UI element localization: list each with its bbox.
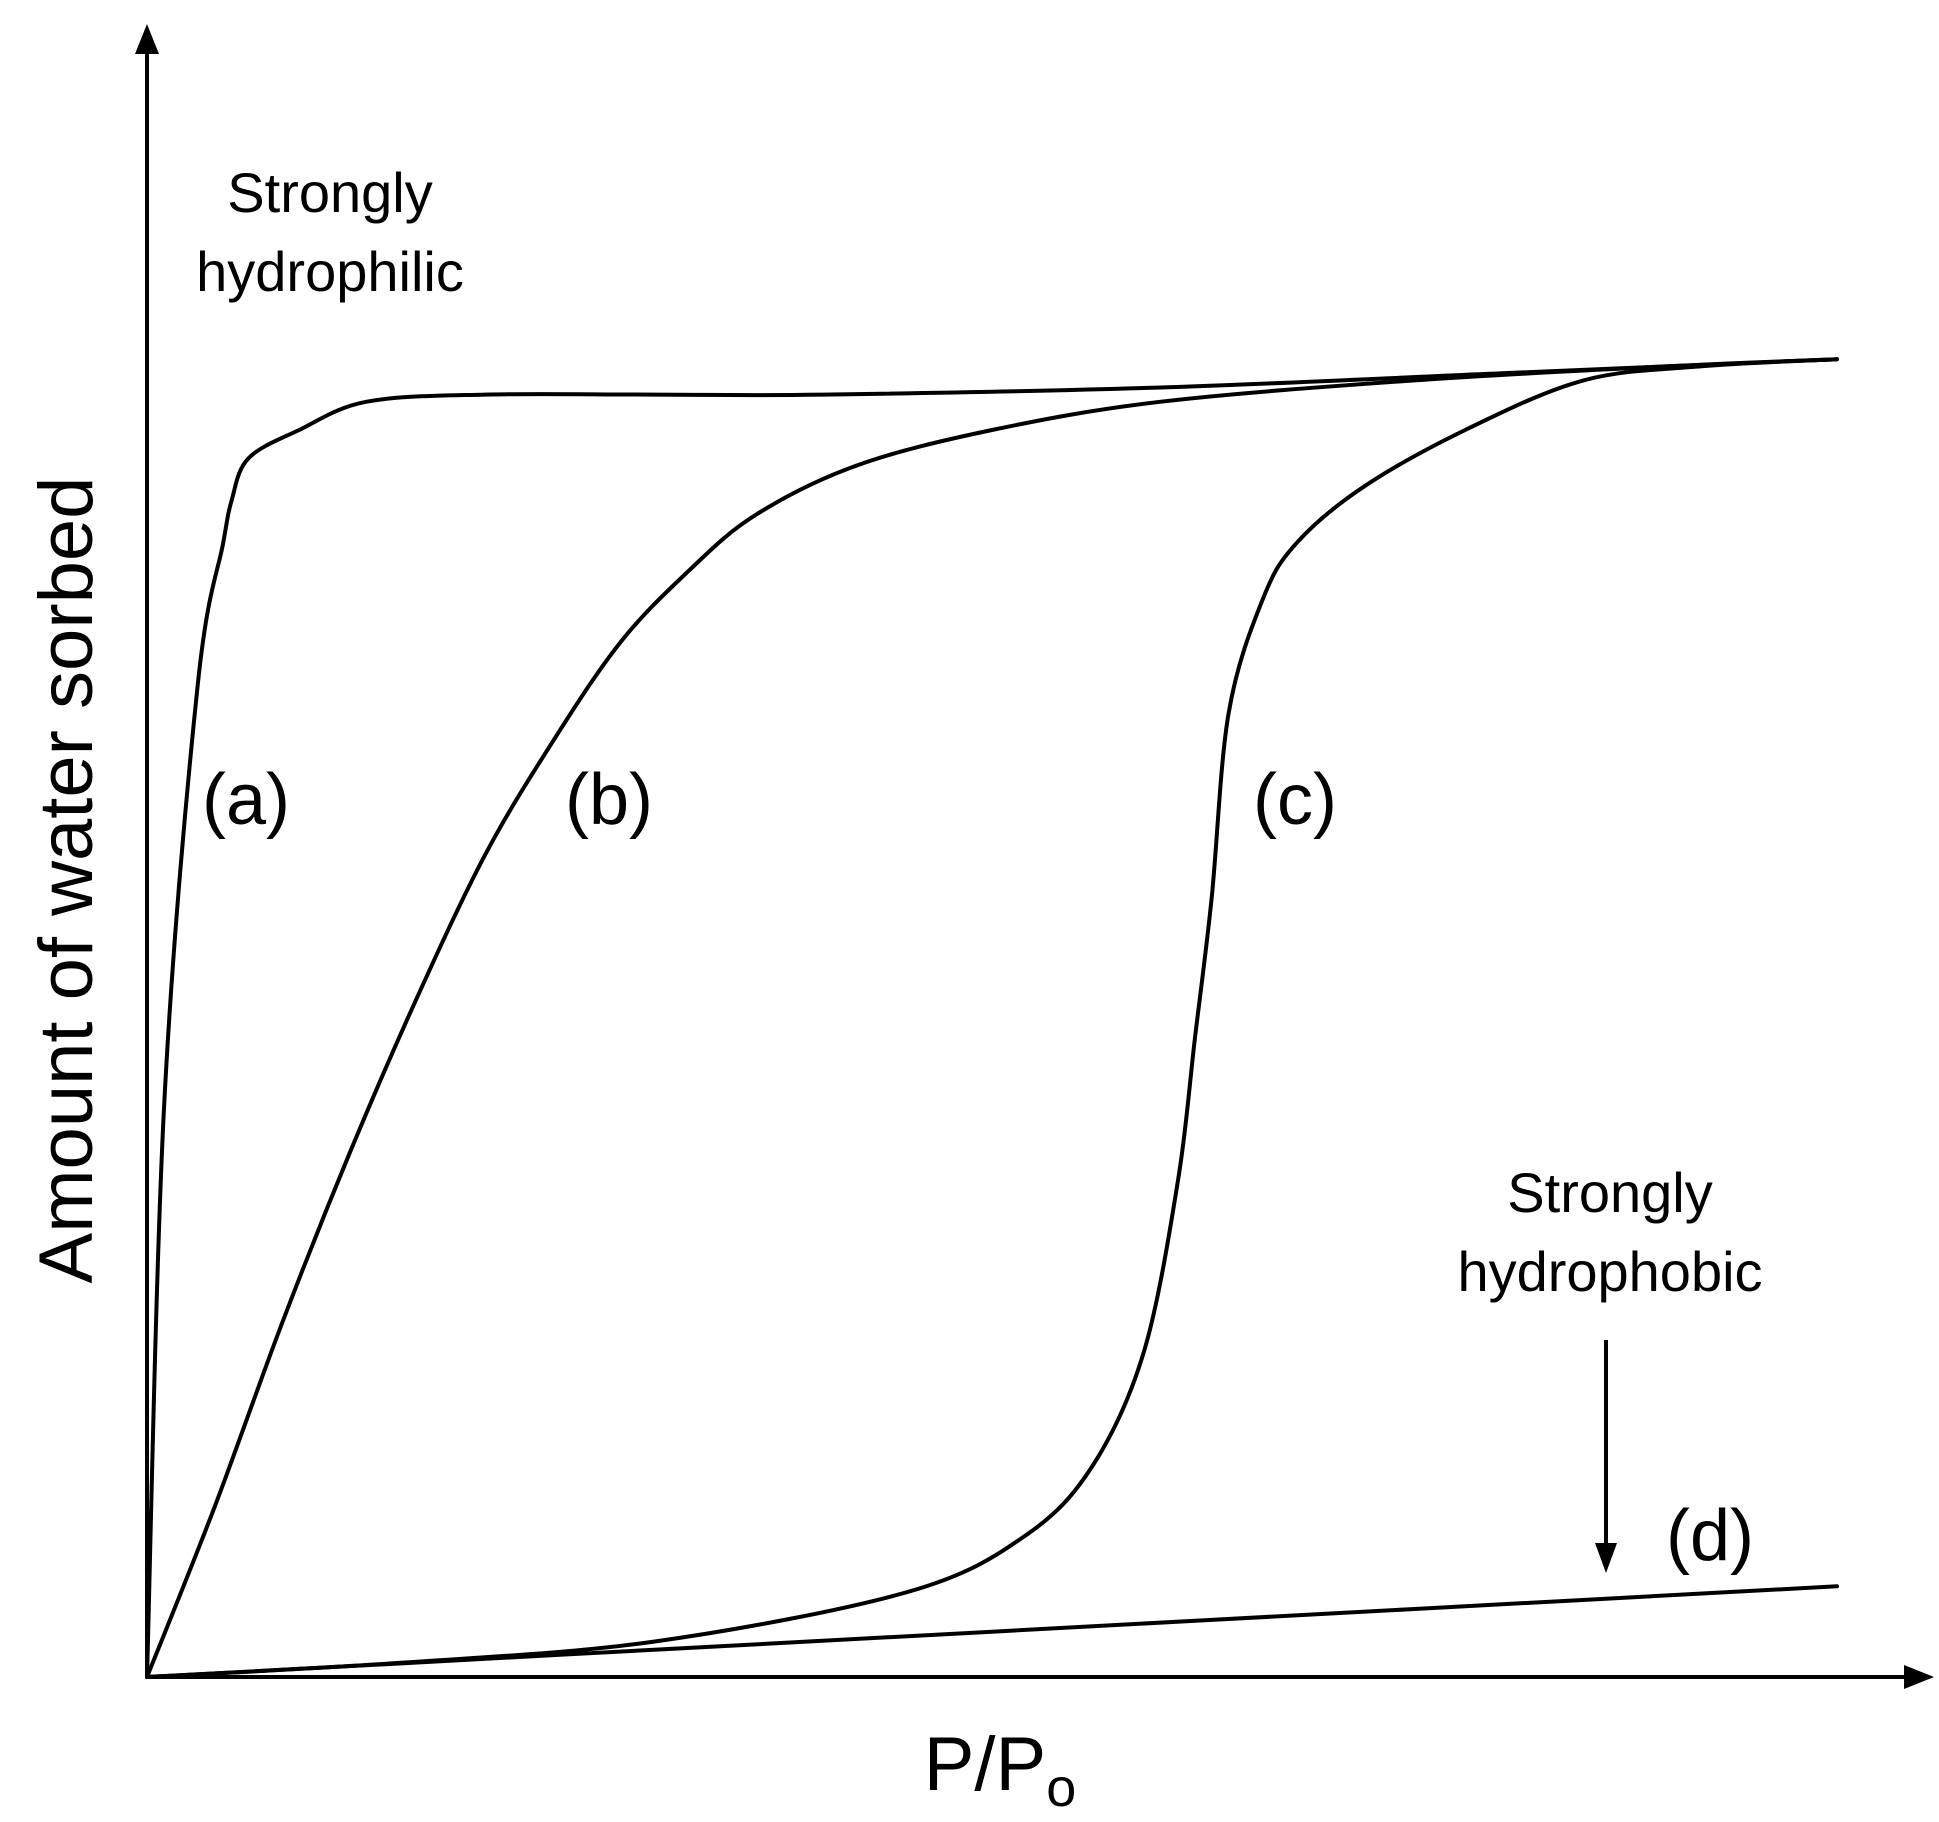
series-label-d: (d) bbox=[1666, 1496, 1754, 1576]
y-axis-arrowhead bbox=[135, 24, 159, 54]
annotation-hydrophilic-line2: hydrophilic bbox=[196, 240, 464, 303]
curve-d bbox=[145, 1584, 1839, 1679]
series-label-c: (c) bbox=[1253, 760, 1337, 840]
series-label-b: (b) bbox=[565, 760, 653, 840]
annotation-hydrophobic-line1: Strongly bbox=[1507, 1161, 1712, 1224]
x-axis-label-subscript: o bbox=[1046, 1758, 1076, 1818]
x-axis-arrowhead bbox=[1904, 1665, 1934, 1689]
annotation-hydrophobic-arrowhead bbox=[1595, 1543, 1617, 1573]
annotation-hydrophobic-line2: hydrophobic bbox=[1457, 1240, 1762, 1303]
curves-group bbox=[145, 357, 1839, 1679]
curve-a bbox=[145, 357, 1839, 1679]
x-axis-label-main: P/P bbox=[924, 1722, 1047, 1807]
x-axis-label: P/Po bbox=[924, 1722, 1077, 1818]
annotation-hydrophilic-line1: Strongly bbox=[227, 161, 432, 224]
y-axis-label: Amount of water sorbed bbox=[24, 477, 109, 1284]
curve-b bbox=[145, 357, 1839, 1679]
curve-c bbox=[145, 357, 1839, 1679]
series-label-a: (a) bbox=[202, 760, 290, 840]
